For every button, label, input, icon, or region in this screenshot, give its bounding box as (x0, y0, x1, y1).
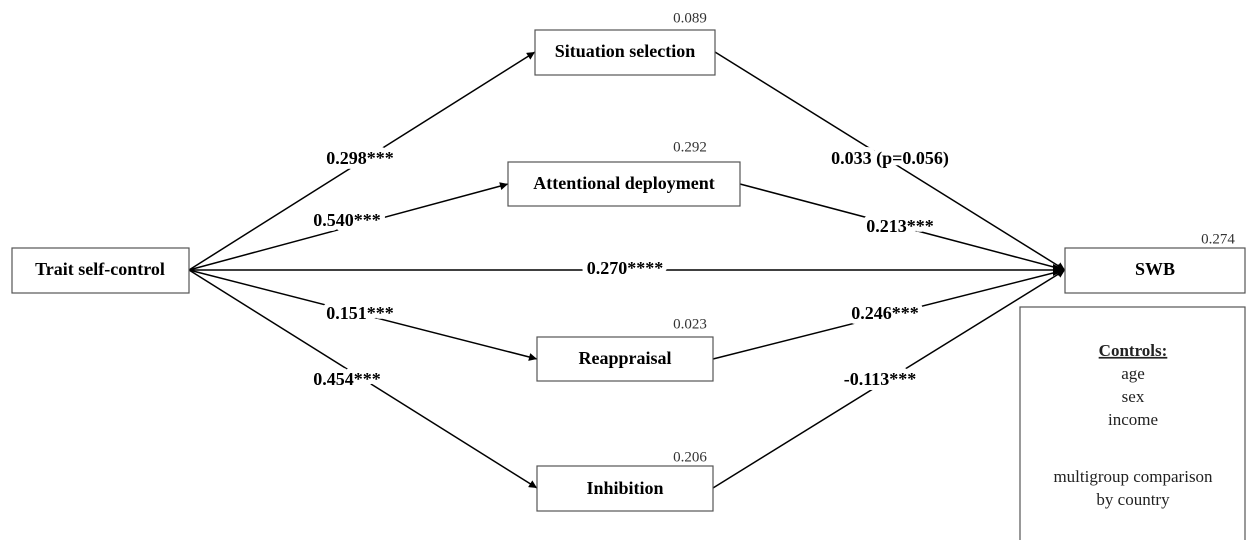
node-label: Inhibition (586, 478, 663, 498)
controls-title: Controls: (1099, 341, 1168, 360)
edge-line (188, 51, 536, 271)
node-label: SWB (1135, 259, 1175, 279)
r-squared: 0.089 (673, 10, 707, 26)
node-label: Reappraisal (578, 348, 671, 368)
controls-item: age (1121, 364, 1145, 383)
node-label: Trait self-control (35, 259, 165, 279)
controls-box (1019, 306, 1246, 540)
node-box (536, 465, 714, 512)
edge-label: 0.213*** (866, 216, 934, 236)
edge-line (714, 51, 1066, 271)
edge-line (712, 268, 1066, 360)
controls-item: sex (1122, 387, 1145, 406)
edge-line (188, 269, 538, 361)
edge-label: 0.454*** (313, 369, 381, 389)
r-squared: 0.274 (1201, 231, 1235, 247)
node-label: Situation selection (555, 41, 696, 61)
edge-line (712, 269, 1066, 489)
r-squared: 0.023 (673, 316, 707, 332)
node-box (11, 247, 190, 294)
controls-note: multigroup comparison (1053, 467, 1213, 486)
edge-label: 0.151*** (326, 303, 394, 323)
controls-note: by country (1096, 490, 1170, 509)
node-box (534, 29, 716, 76)
edge-label: 0.246*** (851, 303, 919, 323)
edge-label: -0.113*** (844, 369, 917, 389)
edge-label: 0.270**** (587, 258, 664, 278)
r-squared: 0.292 (673, 139, 707, 155)
edge-line (188, 269, 538, 489)
edge-line (739, 183, 1066, 272)
node-label: Attentional deployment (533, 173, 715, 193)
edge-label: 0.298*** (326, 148, 394, 168)
r-squared: 0.206 (673, 449, 707, 465)
edge-label: 0.033 (p=0.056) (831, 148, 949, 169)
controls-item: income (1108, 410, 1158, 429)
node-box (536, 336, 714, 382)
node-box (1064, 247, 1246, 294)
node-box (507, 161, 741, 207)
edge-label: 0.540*** (313, 210, 381, 230)
edge-line (188, 182, 509, 271)
